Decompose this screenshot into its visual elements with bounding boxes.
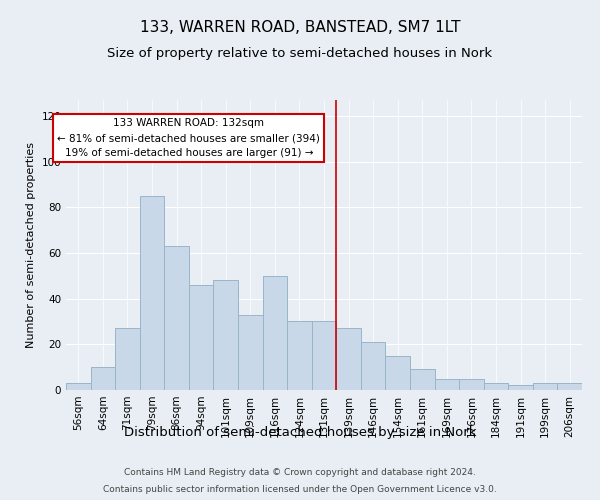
Bar [336,328,361,390]
Bar [164,246,189,390]
Bar [287,322,312,390]
Text: Size of property relative to semi-detached houses in Nork: Size of property relative to semi-detach… [107,48,493,60]
Bar [140,196,164,390]
Bar [459,378,484,390]
Bar [238,314,263,390]
Bar [91,367,115,390]
Bar [410,370,434,390]
Bar [385,356,410,390]
Bar [214,280,238,390]
Text: Contains public sector information licensed under the Open Government Licence v3: Contains public sector information licen… [103,484,497,494]
Text: Contains HM Land Registry data © Crown copyright and database right 2024.: Contains HM Land Registry data © Crown c… [124,468,476,477]
Bar [533,383,557,390]
Bar [312,322,336,390]
Bar [361,342,385,390]
Bar [484,383,508,390]
Bar [508,386,533,390]
Text: 133 WARREN ROAD: 132sqm
← 81% of semi-detached houses are smaller (394)
19% of s: 133 WARREN ROAD: 132sqm ← 81% of semi-de… [58,118,320,158]
Bar [66,383,91,390]
Bar [557,383,582,390]
Bar [189,285,214,390]
Bar [115,328,140,390]
Bar [263,276,287,390]
Text: 133, WARREN ROAD, BANSTEAD, SM7 1LT: 133, WARREN ROAD, BANSTEAD, SM7 1LT [140,20,460,35]
Y-axis label: Number of semi-detached properties: Number of semi-detached properties [26,142,36,348]
Bar [434,378,459,390]
Text: Distribution of semi-detached houses by size in Nork: Distribution of semi-detached houses by … [124,426,476,439]
